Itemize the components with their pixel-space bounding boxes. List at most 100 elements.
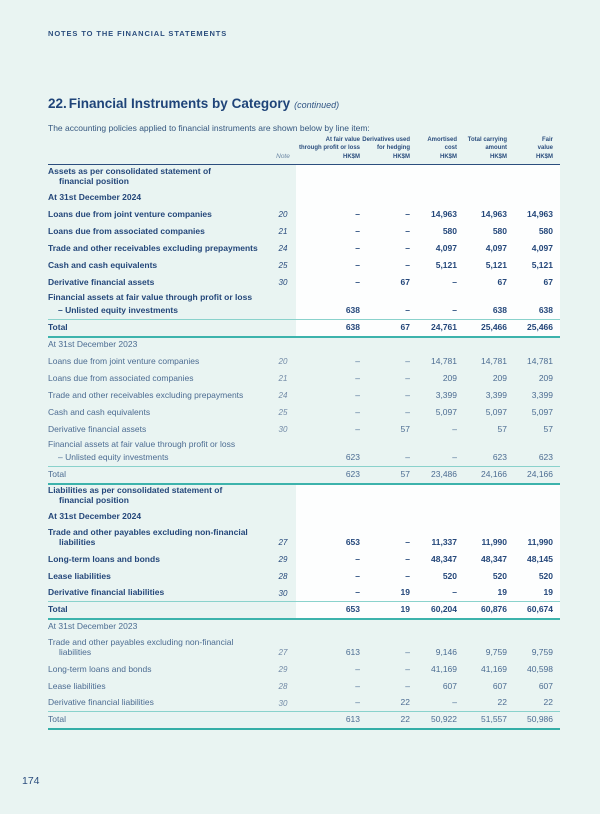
value-cell xyxy=(296,189,360,206)
row-label-cell: Derivative financial liabilities xyxy=(48,585,270,602)
row-label-cell: Long-term loans and bonds xyxy=(48,551,270,568)
row-label-cell: Loans due from joint venture companies xyxy=(48,353,270,370)
value-cell: 4,097 xyxy=(410,239,457,257)
note-reference xyxy=(270,619,296,635)
col-header-line: through profit or loss xyxy=(299,145,360,152)
value-cell: 5,097 xyxy=(435,406,457,417)
value-cell xyxy=(507,189,560,206)
row-label: Assets as per consolidated statement of xyxy=(48,166,211,177)
note-reference: 25 xyxy=(278,408,288,418)
value-cell: 638 xyxy=(296,306,360,320)
row-label-cell: Derivative financial liabilities xyxy=(48,695,270,712)
table-row: Assets as per consolidated statement of f… xyxy=(48,164,560,190)
row-label-cell: Trade and other payables excluding non-f… xyxy=(48,525,270,551)
note-reference xyxy=(270,453,296,467)
value-cell: 613 xyxy=(296,711,360,730)
value-cell xyxy=(457,619,507,635)
row-label-cell: Financial assets at fair value through p… xyxy=(48,291,270,306)
note-reference: 24 xyxy=(278,391,288,401)
value-cell: 50,922 xyxy=(410,711,457,730)
value-cell: – xyxy=(296,222,360,240)
value-cell: – xyxy=(355,406,360,417)
value-cell: 19 xyxy=(457,584,507,602)
value-cell xyxy=(360,483,410,509)
table-row: Financial assets at fair value through p… xyxy=(48,290,560,306)
value-cell xyxy=(410,483,457,509)
value-cell xyxy=(507,290,560,306)
note-reference: 30 xyxy=(278,278,288,288)
table-row: Loans due from associated companies 21 – – 2… xyxy=(48,370,560,387)
row-label: – Unlisted equity investments xyxy=(58,452,169,463)
value-cell xyxy=(507,164,560,190)
value-cell: – xyxy=(355,372,360,383)
note-reference xyxy=(270,165,296,190)
row-label: Derivative financial liabilities xyxy=(48,587,165,598)
value-cell: 57 xyxy=(543,423,553,434)
row-label: Loans due from associated companies xyxy=(48,372,194,383)
value-cell: – xyxy=(355,423,360,434)
row-label: At 31st December 2023 xyxy=(48,620,138,631)
value-cell: 51,557 xyxy=(457,711,507,730)
row-label: Trade and other receivables excluding pr… xyxy=(48,242,258,253)
value-cell: 48,347 xyxy=(410,550,457,568)
row-label: Total xyxy=(48,321,68,332)
note-reference xyxy=(270,509,296,525)
value-cell: 520 xyxy=(457,567,507,585)
col-header-line: Fair xyxy=(541,137,553,143)
total-row: Total 613 22 50,922 51,557 50,986 xyxy=(48,711,560,730)
value-cell: 3,399 xyxy=(485,389,507,400)
note-reference xyxy=(270,306,296,320)
value-cell: 580 xyxy=(410,222,457,240)
value-cell xyxy=(457,508,507,525)
table-row: Derivative financial liabilities 30–19–19… xyxy=(48,584,560,602)
col-header-unit: HK$M xyxy=(439,153,457,160)
row-label-cell: Total xyxy=(48,601,270,620)
note-reference xyxy=(270,190,296,206)
value-cell: 11,990 xyxy=(507,524,560,551)
value-cell: – xyxy=(410,273,457,291)
row-label-cell: Cash and cash equivalents xyxy=(48,404,270,421)
value-cell: 57 xyxy=(400,423,410,434)
row-label-cell: Loans due from associated companies xyxy=(48,223,270,240)
value-cell: 9,759 xyxy=(531,646,553,657)
value-cell: 14,781 xyxy=(527,355,553,366)
value-cell xyxy=(457,189,507,206)
value-cell: – xyxy=(452,423,457,434)
row-label-cell: Lease liabilities xyxy=(48,678,270,695)
row-label: – Unlisted equity investments xyxy=(58,305,178,316)
total-row: Total 653 19 60,204 60,876 60,674 xyxy=(48,601,560,620)
value-cell xyxy=(296,508,360,525)
table-row: Derivative financial liabilities 30 – 22 – 22… xyxy=(48,695,560,712)
value-cell: 3,399 xyxy=(435,389,457,400)
note-reference xyxy=(270,711,296,730)
value-cell xyxy=(457,483,507,509)
row-label-cell: Total xyxy=(48,319,270,338)
value-cell: 57 xyxy=(360,466,410,485)
table-row: At 31st December 2024 xyxy=(48,508,560,525)
note-reference: 20 xyxy=(278,357,288,367)
value-cell xyxy=(360,337,410,353)
row-label-continued: liabilities xyxy=(59,536,96,547)
value-cell: 4,097 xyxy=(457,239,507,257)
value-cell: 14,963 xyxy=(457,205,507,223)
page-number: 174 xyxy=(22,775,40,787)
row-label: Loans due from joint venture companies xyxy=(48,208,212,219)
value-cell xyxy=(507,438,560,453)
table-row: Liabilities as per consolidated statemen… xyxy=(48,483,560,509)
value-cell: – xyxy=(296,584,360,602)
value-cell xyxy=(457,164,507,190)
value-cell: 22 xyxy=(360,711,410,730)
value-cell: 40,598 xyxy=(527,663,553,674)
value-cell: 22 xyxy=(400,697,410,708)
value-cell: 50,986 xyxy=(507,711,560,730)
row-label-cell: Financial assets at fair value through p… xyxy=(48,438,270,453)
note-reference: 21 xyxy=(278,227,288,237)
value-cell: 67 xyxy=(360,273,410,291)
table-row: Cash and cash equivalents 25– –5,121 5,121 5… xyxy=(48,256,560,274)
value-cell: 9,146 xyxy=(435,646,457,657)
row-label: Derivative financial liabilities xyxy=(48,697,154,708)
col-header-line: for hedging xyxy=(377,145,410,152)
note-reference: 25 xyxy=(278,261,288,271)
note-reference: 27 xyxy=(278,648,288,658)
note-reference xyxy=(270,337,296,353)
